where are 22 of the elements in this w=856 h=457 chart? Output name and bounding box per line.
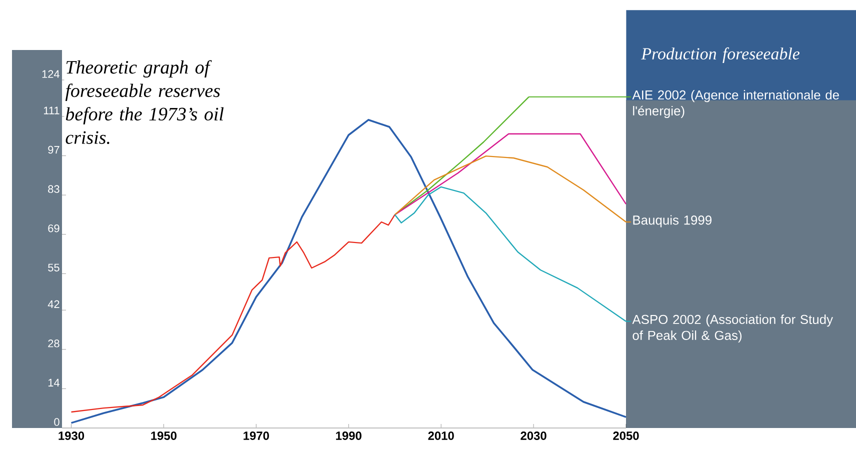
x-tick-label: 2010 — [428, 432, 454, 440]
y-tick-label: 0 — [54, 418, 60, 426]
y-tick-label: 124 — [42, 70, 60, 78]
y-tick-label: 69 — [48, 224, 60, 232]
legend-label: ASPO 2002 (Association for Study of Peak Oil & Gas) — [632, 314, 833, 343]
x-tick-label: 1970 — [244, 432, 269, 440]
y-tick-label: 83 — [48, 185, 60, 193]
y-tick-label: 42 — [48, 300, 60, 308]
annotation: Theoretic graph of foreseeable reserves before the 1973’s oil crisis. — [65, 60, 224, 144]
x-tick-label: 1930 — [58, 432, 84, 440]
y-tick-label: 28 — [48, 340, 60, 348]
x-tick-label: 1950 — [151, 432, 177, 440]
y-tick-label: 14 — [48, 378, 60, 386]
x-tick-label: 1990 — [336, 432, 362, 440]
text: AIE 2002 (Agence internationale de l'énergie) — [632, 90, 839, 118]
x-tick-label: 2050 — [613, 432, 639, 440]
legend-title: Production foreseeable — [641, 47, 800, 63]
x-tick-label: 2030 — [520, 432, 546, 440]
y-tick-label: 111 — [44, 106, 60, 114]
legend-label: Bauquis 1999 — [633, 215, 712, 228]
y-tick-label: 97 — [48, 146, 60, 154]
y-tick-label: 55 — [48, 264, 60, 272]
